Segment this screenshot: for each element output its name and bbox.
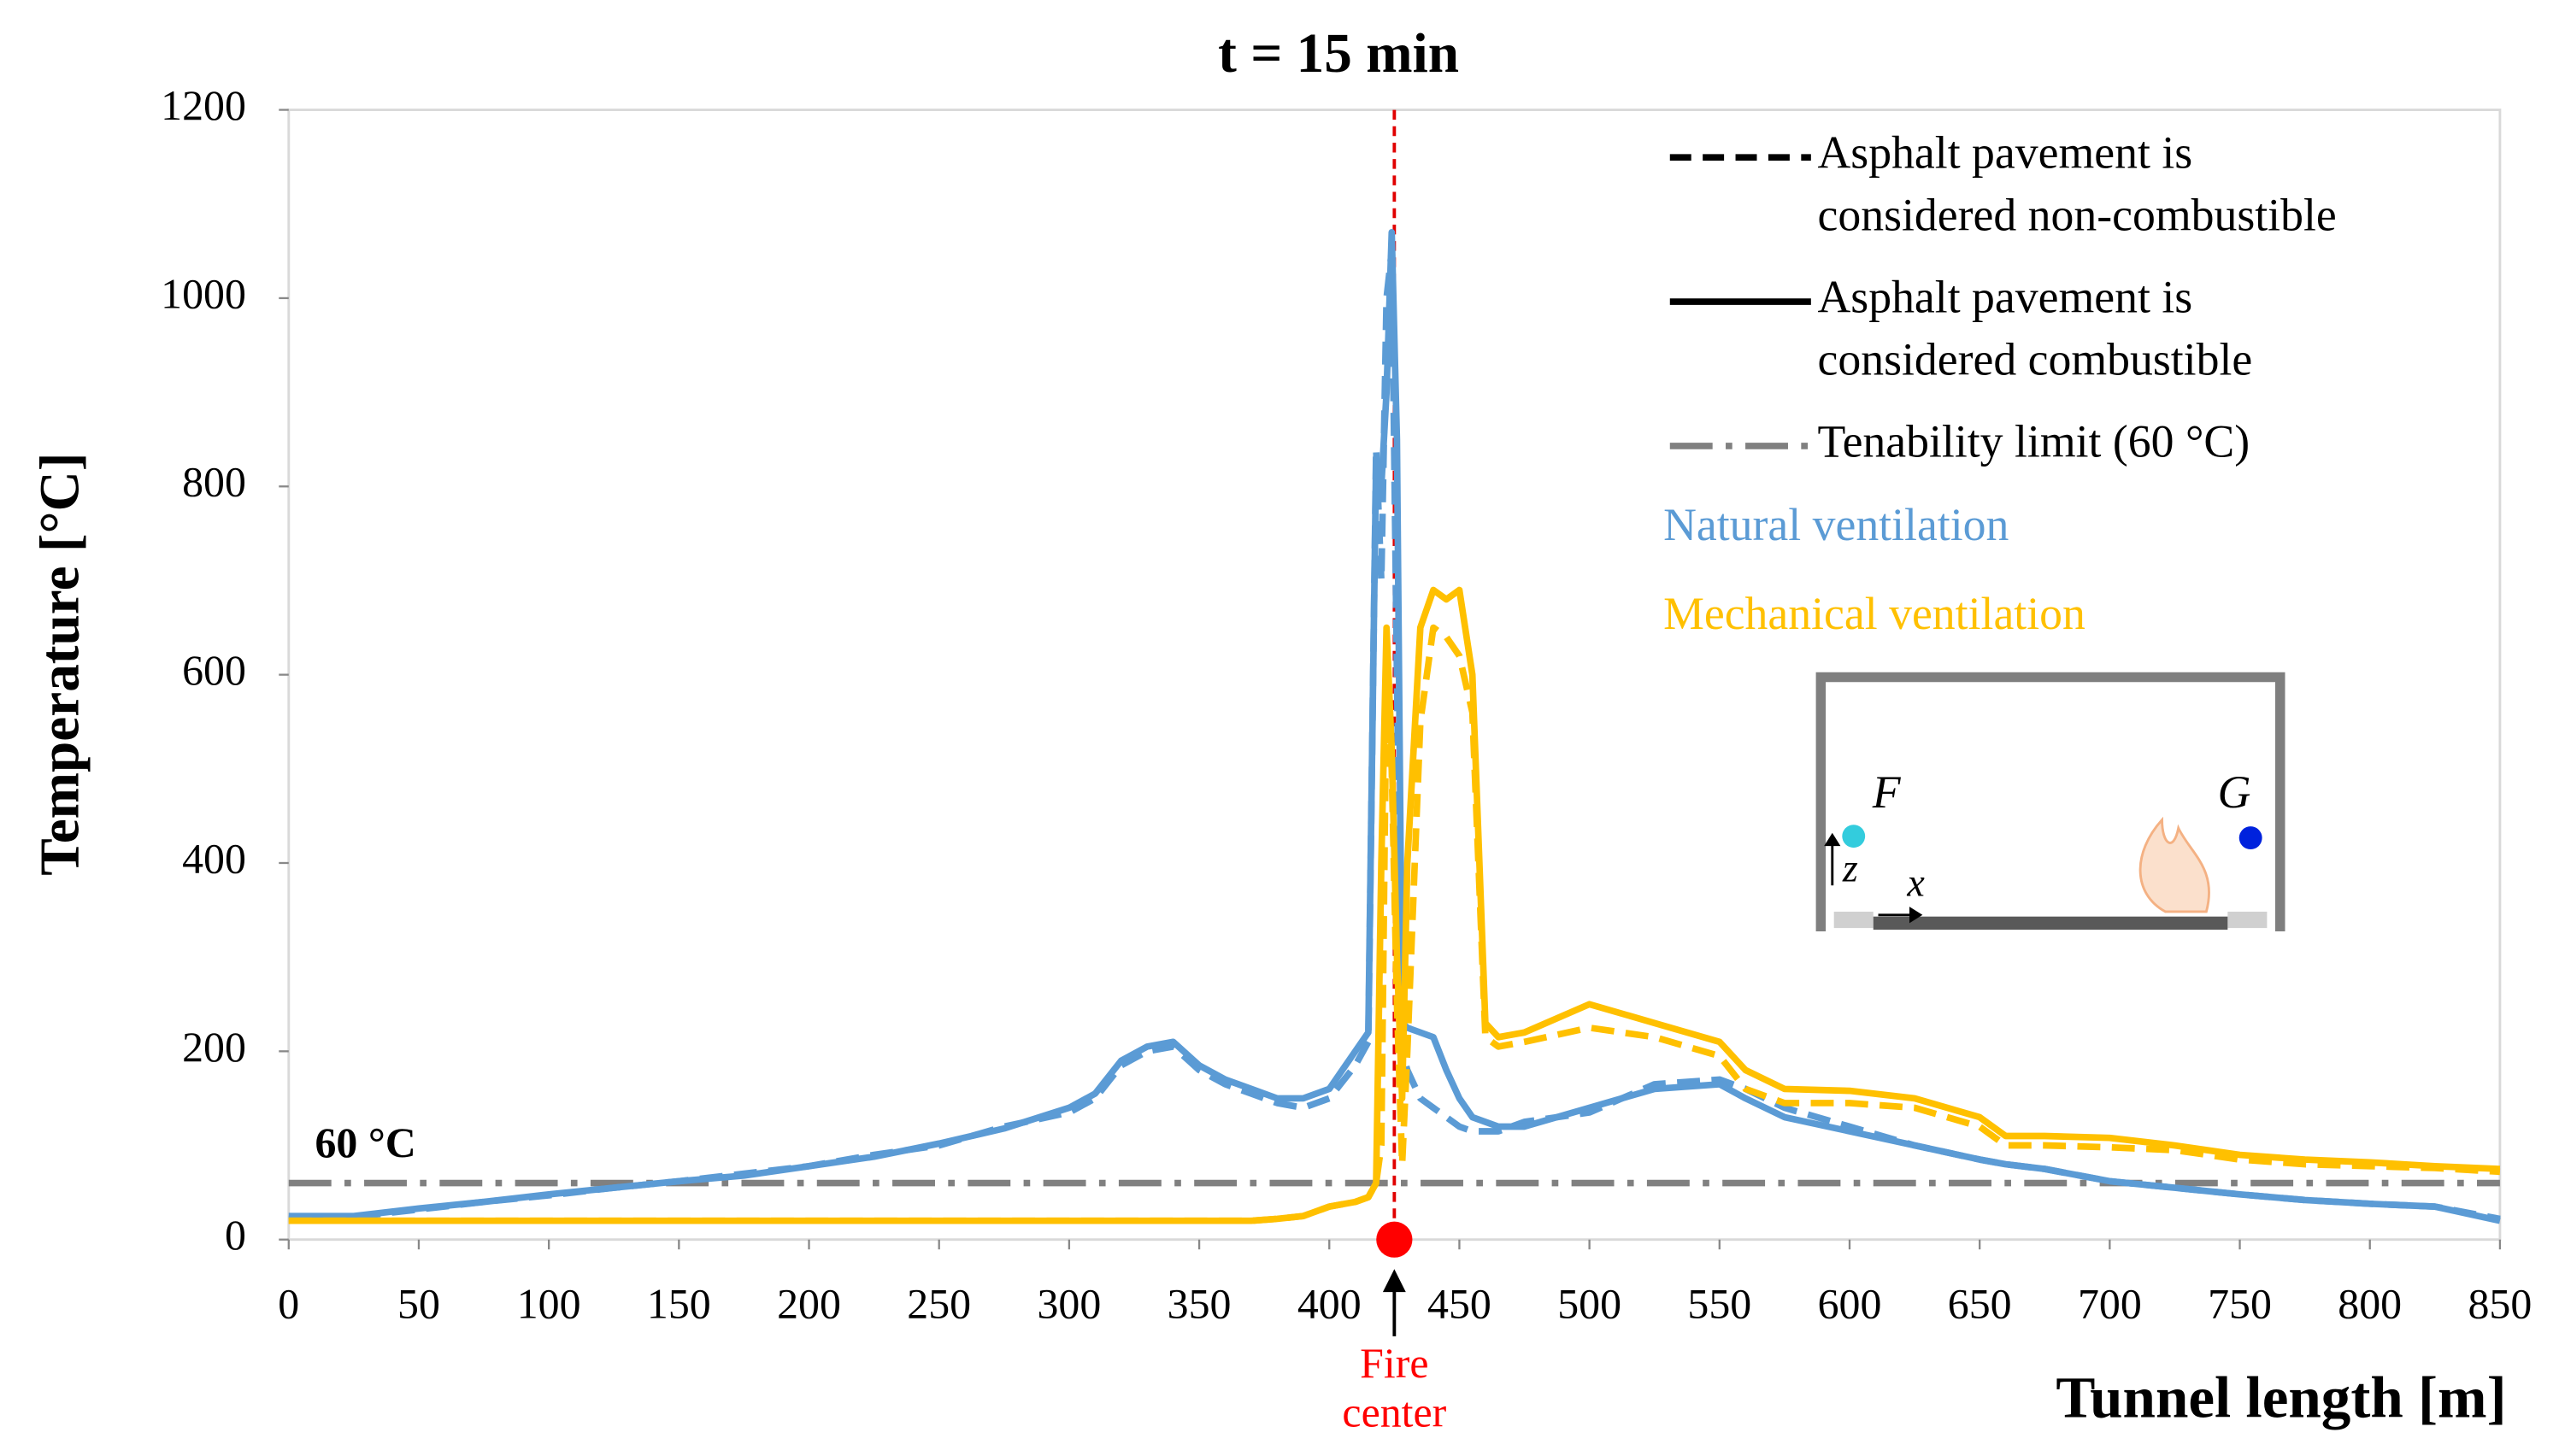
x-tick-label: 350 bbox=[1168, 1281, 1232, 1328]
y-axis-label: Temperature [°C] bbox=[30, 453, 91, 876]
x-tick-label: 400 bbox=[1297, 1281, 1362, 1328]
inset-label: x bbox=[1906, 861, 1925, 905]
inset-label: z bbox=[1842, 846, 1858, 889]
x-tick-label: 250 bbox=[907, 1281, 971, 1328]
legend-label: Tenability limit (60 °C) bbox=[1818, 415, 2250, 467]
series-line bbox=[288, 228, 2501, 1224]
y-tick-label: 400 bbox=[182, 835, 246, 882]
x-axis-label: Tunnel length [m] bbox=[2056, 1364, 2506, 1430]
legend-color-label: Natural ventilation bbox=[1663, 499, 2009, 550]
legend-color-label: Mechanical ventilation bbox=[1663, 588, 2085, 639]
x-tick-label: 50 bbox=[397, 1281, 440, 1328]
legend-label: considered non-combustible bbox=[1818, 189, 2337, 240]
legend-label: Asphalt pavement is bbox=[1818, 271, 2193, 322]
inset-diagram bbox=[1815, 672, 2285, 931]
series-line bbox=[288, 586, 2501, 1224]
x-tick-label: 100 bbox=[517, 1281, 581, 1328]
y-tick-label: 800 bbox=[182, 459, 246, 506]
legend-label: Asphalt pavement is bbox=[1818, 127, 2193, 179]
tenability-label: 60 °C bbox=[315, 1119, 415, 1166]
x-tick-label: 0 bbox=[278, 1281, 299, 1328]
chart-title: t = 15 min bbox=[1218, 23, 1459, 85]
y-tick-label: 1000 bbox=[161, 270, 246, 317]
x-tick-label: 150 bbox=[647, 1281, 711, 1328]
y-tick-label: 200 bbox=[182, 1024, 246, 1071]
legend-label: considered combustible bbox=[1818, 333, 2253, 385]
y-tick-label: 0 bbox=[225, 1212, 246, 1259]
x-tick-label: 550 bbox=[1687, 1281, 1751, 1328]
x-tick-label: 650 bbox=[1948, 1281, 2012, 1328]
fire-center-arrowhead bbox=[1382, 1269, 1406, 1293]
fire-center-label: Fire bbox=[1360, 1340, 1428, 1387]
x-tick-label: 450 bbox=[1427, 1281, 1491, 1328]
fire-center-marker bbox=[1376, 1221, 1413, 1258]
x-tick-label: 750 bbox=[2208, 1281, 2272, 1328]
x-tick-label: 300 bbox=[1037, 1281, 1101, 1328]
x-tick-label: 500 bbox=[1557, 1281, 1621, 1328]
y-tick-label: 1200 bbox=[161, 82, 246, 129]
x-tick-label: 200 bbox=[777, 1281, 841, 1328]
y-tick-label: 600 bbox=[182, 647, 246, 694]
x-tick-label: 850 bbox=[2468, 1281, 2532, 1328]
inset-label: F bbox=[1872, 766, 1902, 818]
x-tick-label: 600 bbox=[1818, 1281, 1882, 1328]
fire-center-label: center bbox=[1342, 1388, 1446, 1435]
inset-label: G bbox=[2218, 766, 2251, 818]
x-tick-label: 700 bbox=[2078, 1281, 2142, 1328]
x-tick-label: 800 bbox=[2338, 1281, 2402, 1328]
